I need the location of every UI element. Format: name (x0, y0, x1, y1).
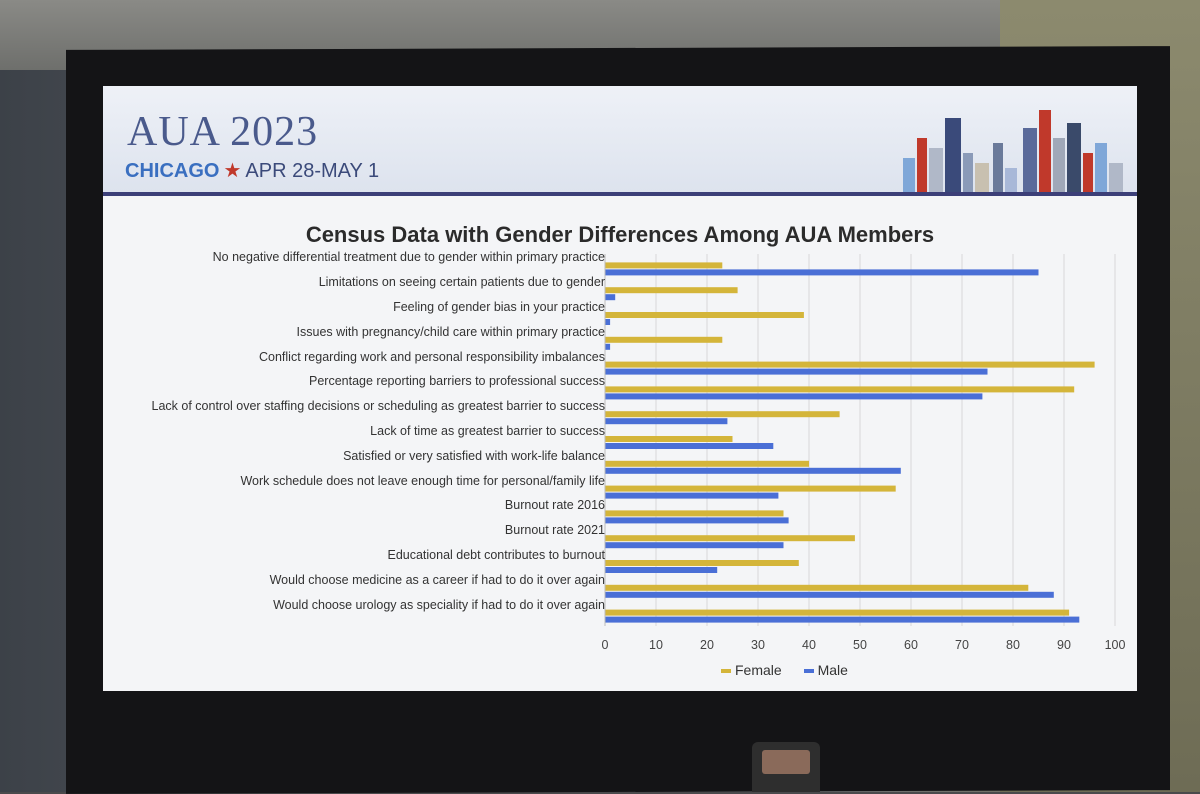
category-label: Burnout rate 2021 (504, 523, 605, 538)
category-label: Work schedule does not leave enough time… (240, 473, 605, 488)
bar-male (605, 591, 1054, 598)
bar-female (605, 262, 723, 269)
x-tick-label: 50 (853, 638, 867, 652)
star-icon: ★ (223, 160, 242, 182)
bar-male (605, 542, 784, 549)
bar-male (605, 343, 611, 350)
x-tick-label: 20 (700, 638, 714, 652)
legend-item-male: Male (803, 662, 848, 678)
bar-female (605, 336, 723, 343)
category-label: Lack of control over staffing decisions … (151, 399, 605, 414)
bar-male (605, 443, 774, 449)
bar-male (605, 492, 779, 499)
bar-male (605, 517, 789, 524)
legend-swatch-female (721, 669, 731, 674)
category-label: Would choose urology as speciality if ha… (273, 597, 605, 612)
x-tick-label: 100 (1104, 638, 1126, 652)
bar-male (605, 467, 901, 474)
category-label: Lack of time as greatest barrier to succ… (370, 424, 605, 438)
legend-swatch-male (803, 669, 814, 674)
bar-female (605, 386, 1075, 393)
x-tick-label: 70 (955, 638, 969, 652)
bar-female (605, 560, 799, 566)
bar-male (605, 294, 616, 301)
bar-male (605, 616, 1080, 623)
podium-top (762, 750, 810, 774)
category-label: Would choose medicine as a career if had… (269, 572, 605, 587)
bar-male (605, 368, 988, 375)
x-tick-label: 60 (904, 638, 918, 652)
bar-male (605, 393, 983, 400)
legend-label-female: Female (735, 662, 782, 678)
category-label: Issues with pregnancy/child care within … (296, 324, 605, 339)
x-tick-label: 90 (1057, 638, 1071, 652)
bar-male (605, 418, 728, 425)
x-tick-label: 10 (649, 638, 663, 652)
legend-item-female: Female (721, 662, 782, 678)
bar-female (605, 411, 840, 418)
bar-male (605, 319, 611, 325)
bar-female (605, 287, 738, 294)
bar-female (605, 584, 1029, 591)
category-label: Feeling of gender bias in your practice (393, 300, 605, 314)
bar-chart: 0 10 20 30 40 50 60 70 80 90 100 No negative differ… (103, 86, 1137, 691)
bar-female (605, 609, 1070, 616)
bar-female (605, 436, 733, 442)
conference-location-dates: CHICAGO ★ APR 28-MAY 1 (125, 158, 379, 183)
bar-female (605, 361, 1095, 368)
category-label: Satisfied or very satisfied with work-li… (343, 448, 605, 463)
bar-male (605, 269, 1039, 276)
category-label: Percentage reporting barriers to profess… (309, 374, 605, 389)
slide: AUA 2023 CHICAGO ★ APR 28-MAY 1 Census Dat… (103, 86, 1137, 691)
skyline-icon (903, 110, 1123, 192)
category-label: Burnout rate 2016 (504, 498, 605, 513)
bar-female (605, 312, 804, 318)
chart-title: Census Data with Gender Differences Amon… (305, 222, 935, 247)
conference-city: CHICAGO (125, 160, 220, 182)
chart-legend: Female Male (721, 662, 866, 678)
category-label: No negative differential treatment due t… (212, 250, 605, 265)
category-label: Limitations on seeing certain patients d… (318, 275, 605, 290)
conference-logo: AUA 2023 (127, 109, 319, 155)
bar-female (605, 460, 809, 467)
x-tick-label: 30 (751, 638, 765, 652)
bar-female (605, 510, 784, 517)
x-tick-label: 80 (1006, 638, 1020, 652)
category-label: Educational debt contributes to burnout (387, 548, 605, 562)
conference-banner: AUA 2023 CHICAGO ★ APR 28-MAY 1 (103, 86, 1137, 196)
bar-male (605, 567, 718, 573)
bar-female (605, 535, 855, 542)
x-tick-label: 0 (601, 638, 609, 652)
legend-label-male: Male (817, 662, 848, 678)
bar-female (605, 485, 896, 492)
category-label: Conflict regarding work and personal res… (258, 349, 605, 364)
conference-dates: APR 28-MAY 1 (245, 160, 380, 182)
x-tick-label: 40 (802, 638, 816, 652)
chart-plot-area (604, 254, 1116, 626)
